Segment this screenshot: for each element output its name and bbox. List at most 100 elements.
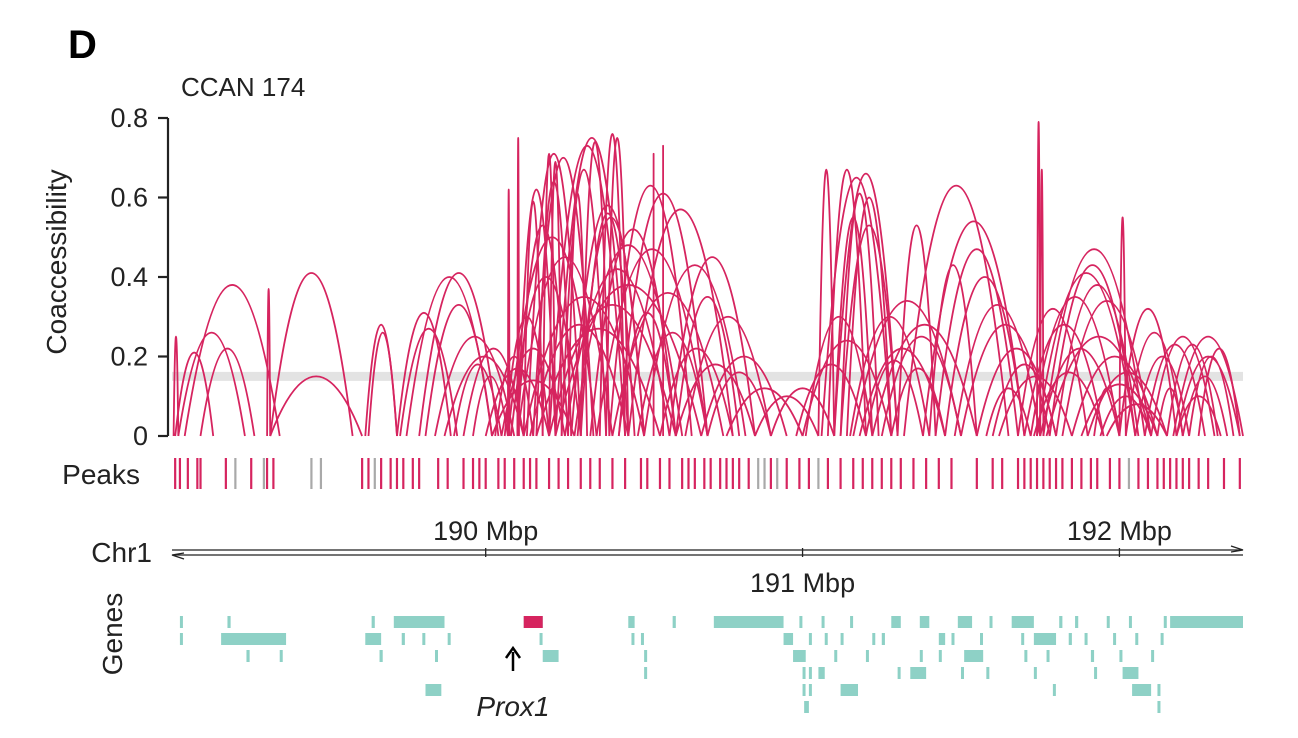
chromosome-axis: 190 Mbp 191 Mbp 192 Mbp — [171, 516, 1244, 598]
connection-arc — [472, 375, 509, 437]
gene-block — [951, 633, 955, 645]
connection-arc — [668, 256, 756, 437]
gene-block — [539, 633, 543, 645]
gene-block — [919, 650, 923, 662]
connection-arc — [1166, 343, 1219, 437]
gene-block — [1084, 633, 1088, 645]
connection-arc — [1197, 347, 1241, 437]
connection-arc — [839, 224, 899, 437]
gene-block — [989, 616, 993, 628]
connection-arc — [494, 355, 535, 437]
connection-arc — [424, 303, 493, 437]
connection-arc — [595, 248, 709, 437]
connection-arc — [636, 331, 709, 437]
gene-block — [1151, 650, 1155, 662]
connection-arc — [1175, 395, 1222, 437]
connection-arc — [725, 387, 804, 437]
gene-block — [542, 650, 559, 662]
peaks-label: Peaks — [62, 459, 140, 490]
connection-arc — [579, 141, 611, 437]
connection-arc — [754, 395, 820, 437]
connection-arc — [535, 328, 661, 437]
gene-block — [938, 633, 946, 645]
arrow-right-icon — [1230, 545, 1244, 553]
gene-block — [422, 633, 426, 645]
gene-block — [938, 650, 942, 662]
connection-arc — [833, 173, 899, 437]
gene-block — [824, 633, 828, 645]
gene-block — [891, 616, 901, 628]
connection-arc — [1118, 216, 1127, 437]
gene-block — [640, 633, 644, 645]
gene-block — [447, 633, 451, 645]
connection-arc — [770, 387, 836, 437]
connection-arc — [960, 324, 1051, 437]
chrom-label: Chr1 — [91, 537, 152, 568]
gene-block — [1090, 650, 1095, 662]
gene-block — [221, 633, 287, 645]
gene-block — [1132, 684, 1152, 696]
gene-block — [957, 616, 973, 628]
y-tick-label: 0.8 — [110, 103, 148, 133]
gene-block — [1113, 633, 1117, 645]
gene-block — [713, 616, 784, 628]
y-tick-label: 0 — [133, 421, 148, 451]
gene-block — [1021, 633, 1025, 645]
connection-arcs — [172, 121, 1244, 437]
gene-block — [808, 684, 812, 696]
connection-arc — [998, 375, 1073, 437]
gene-block — [980, 633, 984, 645]
connection-arc — [269, 272, 354, 437]
connection-arc — [418, 272, 500, 437]
connection-arc — [1023, 324, 1105, 437]
prox1-marker: Prox1 — [476, 645, 550, 722]
gene-block — [850, 616, 854, 628]
gene-block — [1011, 616, 1034, 628]
gene-block — [672, 616, 676, 628]
highlight-gene-block — [523, 616, 543, 628]
x-tick-label: 191 Mbp — [750, 568, 855, 598]
connection-arc — [1118, 308, 1178, 437]
gene-block — [1128, 616, 1132, 628]
gene-block — [821, 616, 825, 628]
connection-arc — [367, 332, 398, 437]
connection-arc — [608, 185, 693, 437]
connection-arc — [820, 177, 893, 437]
connection-arc — [453, 363, 503, 437]
gene-block — [786, 633, 790, 645]
gene-block — [834, 650, 838, 662]
connection-arc — [1188, 355, 1235, 437]
panel-label: D — [68, 23, 97, 67]
connection-arc — [1175, 355, 1241, 437]
connection-arc — [269, 375, 363, 437]
peaks-track — [174, 458, 1241, 489]
gene-block — [1119, 650, 1123, 662]
gene-block — [371, 616, 375, 628]
x-tick-label: 192 Mbp — [1067, 516, 1172, 546]
connection-arc — [589, 228, 677, 437]
gene-block — [808, 633, 812, 645]
gene-block — [1157, 684, 1161, 696]
connection-arc — [573, 244, 684, 437]
y-tick-label: 0.4 — [110, 262, 148, 292]
gene-block — [1157, 701, 1161, 713]
gene-block — [179, 633, 183, 645]
gene-block — [1122, 667, 1139, 679]
connection-arc — [183, 284, 281, 437]
connection-arc — [1048, 264, 1137, 437]
connection-arc — [396, 312, 452, 437]
connection-arc — [849, 316, 931, 437]
gene-block — [865, 650, 869, 662]
gene-block — [1059, 616, 1063, 628]
connection-arc — [985, 387, 1032, 437]
gene-block — [1163, 616, 1167, 628]
gene-block — [808, 667, 812, 679]
y-ticks: 0 0.2 0.4 0.6 0.8 — [110, 103, 168, 451]
gene-block — [1135, 633, 1139, 645]
connection-arc — [944, 276, 1026, 437]
gene-block — [425, 684, 442, 696]
gene-block — [840, 633, 844, 645]
connection-arc — [1124, 331, 1184, 437]
highlight-gene-label: Prox1 — [476, 691, 549, 722]
gene-block — [246, 650, 250, 662]
